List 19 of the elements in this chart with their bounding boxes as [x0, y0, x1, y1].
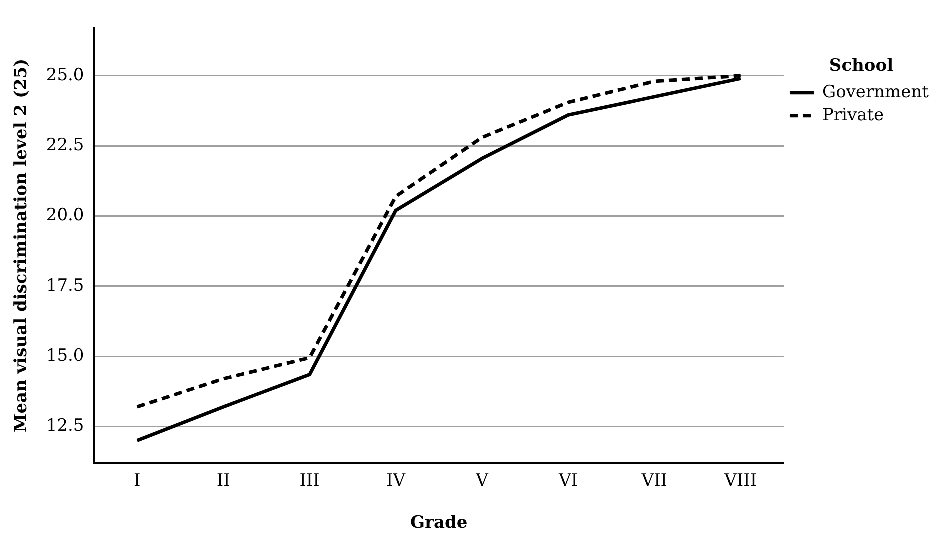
y-tick-label: 25.0	[46, 65, 84, 86]
legend-label: Government	[822, 82, 930, 102]
x-tick-label: VI	[558, 470, 578, 491]
x-tick-label: I	[134, 470, 141, 491]
x-tick-label: III	[300, 470, 320, 491]
x-tick-label: VII	[640, 470, 668, 491]
legend-title: School	[829, 56, 894, 76]
x-tick-label: IV	[386, 470, 406, 491]
x-tick-label: II	[216, 470, 230, 491]
y-tick-label: 12.5	[46, 416, 84, 436]
y-axis-title: Mean visual discrimination level 2 (25)	[12, 58, 32, 433]
x-tick-label: V	[475, 470, 490, 491]
y-tick-label: 20.0	[46, 206, 84, 226]
x-tick-label: VIII	[724, 470, 758, 491]
y-tick-label: 15.0	[46, 346, 84, 366]
y-tick-label: 22.5	[46, 135, 84, 156]
legend-label: Private	[822, 105, 884, 126]
y-tick-label: 17.5	[46, 276, 84, 296]
x-axis-title: Grade	[410, 513, 468, 534]
